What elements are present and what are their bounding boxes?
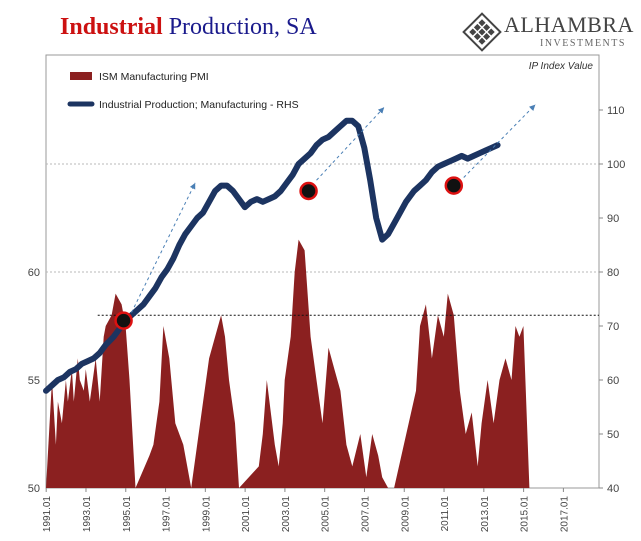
logo-subtitle: INVESTMENTS: [540, 38, 626, 49]
x-tick-label: 1997.01: [162, 496, 173, 533]
right-tick-label: 40: [607, 483, 619, 495]
diamond-logo-icon: [462, 12, 502, 52]
logo-name: ALHAMBRA: [504, 12, 634, 37]
x-tick-label: 2015.01: [520, 496, 531, 533]
x-tick-label: 2017.01: [559, 496, 570, 533]
right-tick-label: 100: [607, 159, 625, 171]
chart-title: Industrial Production, SA: [60, 14, 317, 41]
legend-label-ip: Industrial Production; Manufacturing - R…: [99, 99, 299, 111]
right-tick-label: 70: [607, 321, 619, 333]
trend-arrow: [316, 106, 385, 181]
right-tick-label: 50: [607, 429, 619, 441]
legend-label-pmi: ISM Manufacturing PMI: [99, 71, 209, 83]
x-tick-label: 1999.01: [201, 496, 212, 533]
title-part-2: Production, SA: [168, 14, 317, 40]
left-tick-label: 50: [28, 483, 40, 495]
x-tick-label: 1993.01: [82, 496, 93, 533]
trend-arrow: [131, 182, 196, 313]
highlight-marker: [114, 311, 133, 330]
x-tick-label: 1995.01: [122, 496, 133, 533]
brand-logo: ALHAMBRA INVESTMENTS: [462, 10, 634, 54]
legend-swatch-pmi: [70, 72, 92, 80]
x-tick-label: 2011.01: [440, 496, 451, 532]
x-tick-label: 2013.01: [480, 496, 491, 533]
right-tick-label: 90: [607, 213, 619, 225]
pmi-area-series: [46, 239, 530, 488]
left-tick-label: 60: [28, 267, 40, 279]
right-tick-label: 80: [607, 267, 619, 279]
trend-arrow: [463, 104, 536, 178]
rhs-axis-title: IP Index Value: [529, 61, 594, 72]
x-tick-label: 1991.01: [42, 496, 53, 533]
right-tick-label: 60: [607, 375, 619, 387]
highlight-marker: [444, 176, 464, 195]
highlight-marker: [299, 181, 318, 201]
x-tick-label: 2005.01: [321, 496, 332, 533]
x-tick-label: 2007.01: [360, 496, 371, 533]
x-tick-label: 2001.01: [241, 496, 252, 533]
right-tick-label: 110: [607, 105, 625, 117]
x-tick-label: 2009.01: [400, 496, 411, 533]
left-tick-label: 55: [28, 375, 40, 387]
x-tick-label: 2003.01: [281, 496, 292, 533]
title-part-1: Industrial: [60, 14, 163, 40]
